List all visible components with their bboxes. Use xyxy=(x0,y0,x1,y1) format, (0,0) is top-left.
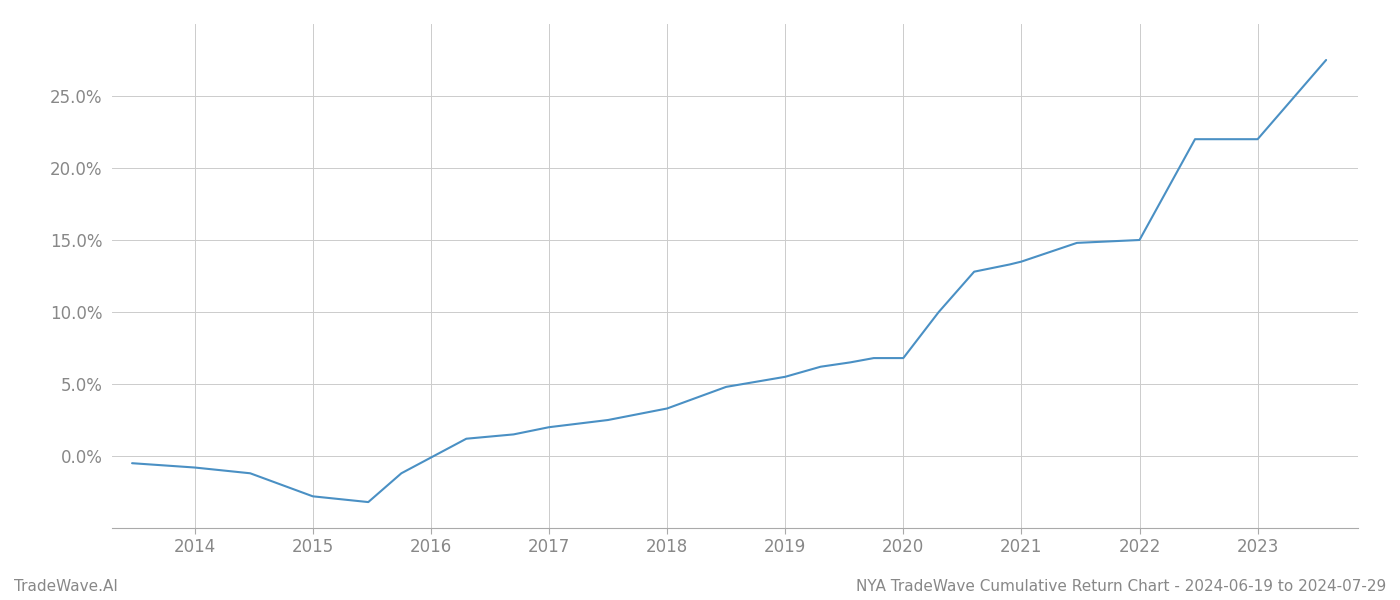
Text: TradeWave.AI: TradeWave.AI xyxy=(14,579,118,594)
Text: NYA TradeWave Cumulative Return Chart - 2024-06-19 to 2024-07-29: NYA TradeWave Cumulative Return Chart - … xyxy=(855,579,1386,594)
